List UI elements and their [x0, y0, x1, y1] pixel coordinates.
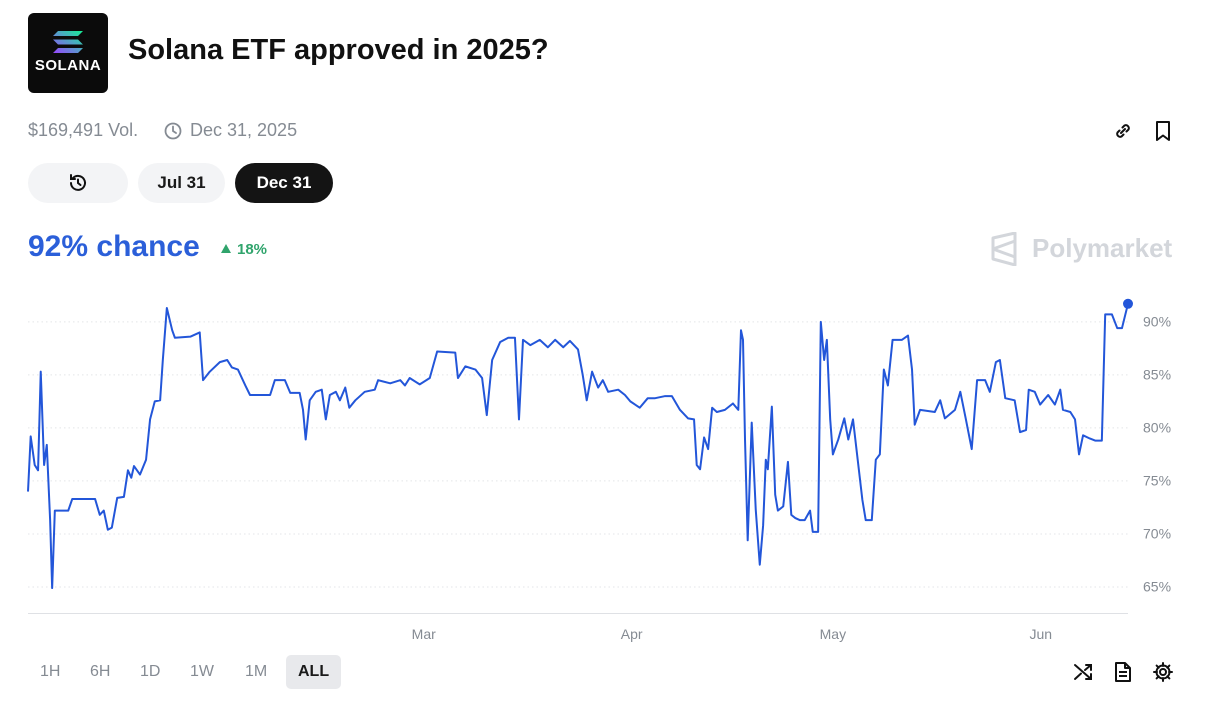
y-tick-label: 75% [1143, 473, 1171, 489]
chart: 65% 70% 75% 80% 85% 90% Mar Apr May Jun [27, 298, 1171, 642]
range-button[interactable]: 1H [40, 663, 61, 680]
range-button[interactable]: 1D [140, 663, 161, 680]
x-tick-label: May [820, 626, 846, 642]
y-tick-label: 90% [1143, 314, 1171, 330]
x-tick-label: Jun [1030, 626, 1053, 642]
price-line [27, 303, 1129, 590]
logo: SOLANA [28, 13, 108, 93]
brand-icon [991, 232, 1017, 266]
notes-button[interactable] [1113, 661, 1133, 683]
logo-text: SOLANA [34, 57, 102, 74]
x-tick-label: Mar [412, 626, 436, 642]
clock-icon [164, 122, 182, 140]
x-tick-label: Apr [621, 626, 643, 642]
history-button[interactable] [28, 163, 128, 203]
market-title: Solana ETF approved in 2025? [128, 34, 549, 66]
y-tick-label: 70% [1143, 526, 1171, 542]
bookmark-button[interactable] [1153, 120, 1173, 142]
date-tab[interactable]: Jul 31 [138, 163, 225, 203]
last-point [1123, 298, 1133, 309]
brand: Polymarket [1032, 233, 1173, 263]
settings-button[interactable] [1152, 661, 1174, 683]
date-tab[interactable]: Dec 31 [235, 163, 333, 203]
range-button[interactable]: 1W [190, 663, 214, 680]
volume: $169,491 Vol. [28, 120, 139, 140]
history-icon [70, 174, 86, 191]
y-tick-label: 85% [1143, 367, 1171, 383]
range-button[interactable]: 6H [90, 663, 111, 680]
range-button[interactable]: ALL [286, 655, 342, 689]
chance: 92% chance [28, 230, 200, 263]
change: 18% [237, 241, 268, 258]
y-tick-label: 65% [1143, 579, 1171, 595]
end-date: Dec 31, 2025 [190, 120, 298, 140]
link-button[interactable] [1112, 120, 1134, 142]
shuffle-button[interactable] [1072, 661, 1094, 683]
range-button[interactable]: 1M [245, 663, 268, 680]
up-arrow [221, 244, 231, 253]
y-tick-label: 80% [1143, 420, 1171, 436]
logo-icon [53, 31, 83, 53]
